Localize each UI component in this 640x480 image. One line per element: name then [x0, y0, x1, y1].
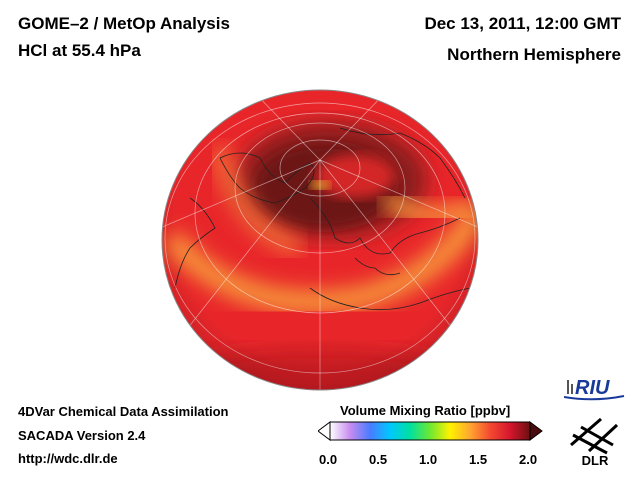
dlr-logo-text: DLR — [582, 453, 609, 467]
dlr-logo: DLR — [570, 417, 619, 467]
dlr-logo-mark — [570, 417, 619, 455]
colorbar-max-arrow — [529, 421, 543, 441]
footer-url: http://wdc.dlr.de — [18, 451, 118, 466]
riu-logo-tower — [567, 380, 569, 394]
map-title: GOME–2 / MetOp Analysis — [18, 14, 230, 33]
colorbar-gradient — [329, 421, 531, 441]
hemisphere-globe — [161, 89, 479, 391]
riu-logo-tower — [571, 384, 573, 394]
map-subtitle: HCl at 55.4 hPa — [18, 41, 141, 60]
analysis-date: Dec 13, 2011, 12:00 GMT — [424, 14, 621, 33]
globe-outline — [161, 89, 479, 391]
riu-logo-text: RIU — [575, 377, 610, 399]
colorbar-title: Volume Mixing Ratio [ppbv] — [340, 403, 511, 418]
region-label: Northern Hemisphere — [447, 45, 621, 64]
colorbar-min-arrow — [318, 421, 331, 441]
colorbar-tick: 2.0 — [519, 452, 538, 467]
footer-method: 4DVar Chemical Data Assimilation — [18, 404, 229, 419]
globe-shading — [162, 90, 478, 390]
riu-logo: RIU — [564, 377, 625, 401]
colorbar-tick: 1.5 — [469, 452, 488, 467]
colorbar-tick: 1.0 — [419, 452, 438, 467]
riu-logo-swoosh — [564, 395, 625, 401]
colorbar — [318, 421, 543, 441]
footer-version: SACADA Version 2.4 — [18, 428, 146, 443]
colorbar-tick: 0.0 — [319, 452, 338, 467]
colorbar-tick: 0.5 — [369, 452, 388, 467]
